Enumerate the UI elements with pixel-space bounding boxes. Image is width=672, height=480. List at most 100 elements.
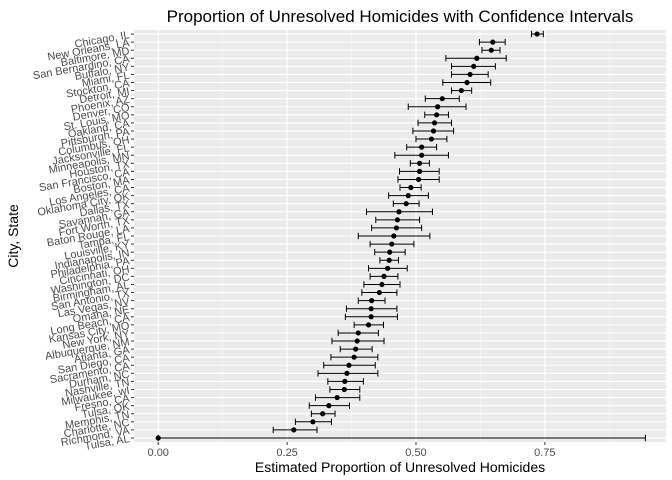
city-row bbox=[375, 216, 421, 224]
estimate-point bbox=[458, 87, 464, 94]
estimate-point bbox=[387, 249, 393, 255]
estimate-point bbox=[416, 168, 423, 174]
estimate-point bbox=[320, 411, 326, 417]
estimate-point bbox=[379, 281, 385, 288]
estimate-point bbox=[389, 241, 395, 247]
estimate-point bbox=[396, 209, 402, 215]
x-axis-title: Estimated Proportion of Unresolved Homic… bbox=[255, 459, 545, 475]
city-row bbox=[353, 321, 385, 329]
city-row bbox=[481, 46, 501, 54]
x-axis-ticks: 0.00 0.25 0.50 0.75 bbox=[148, 442, 556, 459]
city-row bbox=[397, 176, 440, 183]
city-row bbox=[407, 103, 467, 110]
estimate-point bbox=[381, 273, 387, 279]
estimate-point bbox=[355, 330, 361, 336]
city-row bbox=[357, 232, 431, 240]
city-row bbox=[155, 434, 646, 442]
city-row bbox=[314, 394, 361, 401]
estimate-point bbox=[365, 322, 372, 328]
estimate-point bbox=[471, 63, 477, 69]
estimate-point bbox=[326, 403, 332, 409]
city-row bbox=[451, 87, 473, 94]
city-row bbox=[369, 240, 415, 248]
city-row bbox=[451, 63, 496, 70]
estimate-point bbox=[405, 193, 411, 199]
estimate-point bbox=[354, 338, 360, 344]
city-row bbox=[417, 119, 453, 127]
city-row bbox=[424, 111, 449, 119]
estimate-point bbox=[368, 314, 374, 320]
city-row bbox=[361, 289, 398, 296]
estimate-point bbox=[344, 370, 350, 376]
estimate-point bbox=[346, 362, 352, 368]
city-row bbox=[409, 160, 430, 167]
chart-title: Proportion of Unresolved Homicides with … bbox=[167, 7, 634, 26]
estimate-point bbox=[393, 225, 399, 231]
city-row bbox=[323, 362, 376, 369]
estimate-point bbox=[386, 257, 392, 263]
city-row bbox=[357, 297, 386, 304]
city-row bbox=[310, 410, 336, 417]
city-row bbox=[445, 55, 507, 62]
estimate-point bbox=[416, 160, 423, 166]
city-row bbox=[406, 143, 438, 151]
city-row bbox=[331, 337, 385, 345]
estimate-point bbox=[310, 419, 316, 425]
x-tick-label: 0.75 bbox=[534, 447, 555, 459]
estimate-point bbox=[291, 427, 297, 433]
data-marks bbox=[155, 30, 646, 442]
estimate-point bbox=[431, 120, 438, 126]
estimate-point bbox=[155, 435, 161, 441]
city-row bbox=[345, 305, 398, 312]
city-row bbox=[371, 224, 423, 232]
estimate-point bbox=[403, 201, 409, 207]
city-row bbox=[330, 353, 379, 361]
estimate-point bbox=[419, 152, 425, 158]
estimate-point bbox=[474, 55, 480, 61]
x-tick-label: 0.25 bbox=[276, 447, 297, 459]
city-row bbox=[368, 265, 408, 272]
city-row bbox=[394, 152, 449, 159]
city-row bbox=[530, 30, 544, 38]
city-row bbox=[388, 192, 429, 199]
city-row bbox=[412, 127, 455, 135]
estimate-point bbox=[341, 386, 347, 393]
estimate-point bbox=[369, 298, 375, 304]
city-row bbox=[374, 248, 406, 256]
estimate-point bbox=[534, 31, 540, 37]
city-row bbox=[442, 79, 492, 86]
city-row bbox=[337, 329, 379, 337]
estimate-point bbox=[430, 128, 437, 134]
city-row bbox=[339, 345, 373, 353]
estimate-point bbox=[351, 354, 357, 360]
city-row bbox=[478, 38, 506, 46]
estimate-point bbox=[334, 394, 340, 401]
estimate-point bbox=[385, 265, 391, 271]
estimate-point bbox=[439, 96, 445, 102]
estimate-point bbox=[490, 39, 496, 45]
estimate-point bbox=[464, 79, 470, 86]
city-row bbox=[415, 135, 448, 143]
city-row bbox=[398, 168, 440, 175]
city-row bbox=[308, 402, 350, 409]
city-row bbox=[399, 184, 422, 191]
estimate-point bbox=[415, 176, 422, 183]
estimate-point bbox=[467, 71, 473, 78]
estimate-point bbox=[394, 217, 401, 223]
x-tick-label: 0.50 bbox=[405, 447, 426, 459]
estimate-point bbox=[391, 233, 397, 239]
city-row bbox=[365, 208, 433, 215]
city-row bbox=[329, 386, 361, 393]
city-row bbox=[424, 95, 460, 102]
estimate-point bbox=[435, 104, 441, 110]
city-row bbox=[344, 313, 398, 320]
estimate-point bbox=[434, 112, 440, 118]
estimate-point bbox=[368, 306, 374, 312]
estimate-point bbox=[353, 346, 359, 352]
estimate-point bbox=[419, 144, 425, 150]
estimate-point bbox=[428, 136, 435, 142]
estimate-point bbox=[342, 378, 348, 385]
city-row bbox=[363, 281, 401, 288]
city-row bbox=[392, 200, 420, 207]
